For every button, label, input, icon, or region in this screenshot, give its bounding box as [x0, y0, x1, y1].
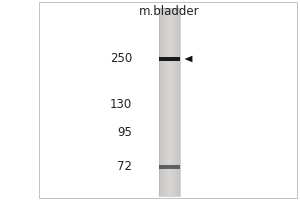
Text: m.bladder: m.bladder	[139, 5, 200, 18]
Polygon shape	[184, 56, 192, 62]
Bar	[177, 8, 178, 196]
Bar	[165, 8, 166, 196]
Bar	[162, 8, 163, 196]
Bar	[159, 8, 160, 196]
Bar	[159, 57, 180, 61]
Bar	[175, 8, 176, 196]
Bar	[169, 8, 170, 196]
Bar	[166, 8, 167, 196]
Text: 250: 250	[110, 52, 132, 66]
Bar	[176, 8, 177, 196]
Bar	[167, 8, 168, 196]
Bar	[168, 8, 169, 196]
Bar	[161, 8, 162, 196]
Text: 72: 72	[117, 160, 132, 172]
Bar	[178, 8, 179, 196]
Bar	[163, 8, 164, 196]
Bar	[39, 2, 297, 198]
Bar	[171, 8, 172, 196]
Text: 130: 130	[110, 98, 132, 110]
Bar	[159, 165, 180, 169]
Bar	[170, 8, 171, 196]
Bar	[173, 8, 174, 196]
Bar	[172, 8, 173, 196]
Bar	[159, 8, 180, 196]
Bar	[174, 8, 175, 196]
Bar	[179, 8, 180, 196]
Bar	[160, 8, 161, 196]
Bar	[168, 8, 169, 196]
Text: 95: 95	[117, 126, 132, 138]
Bar	[164, 8, 165, 196]
